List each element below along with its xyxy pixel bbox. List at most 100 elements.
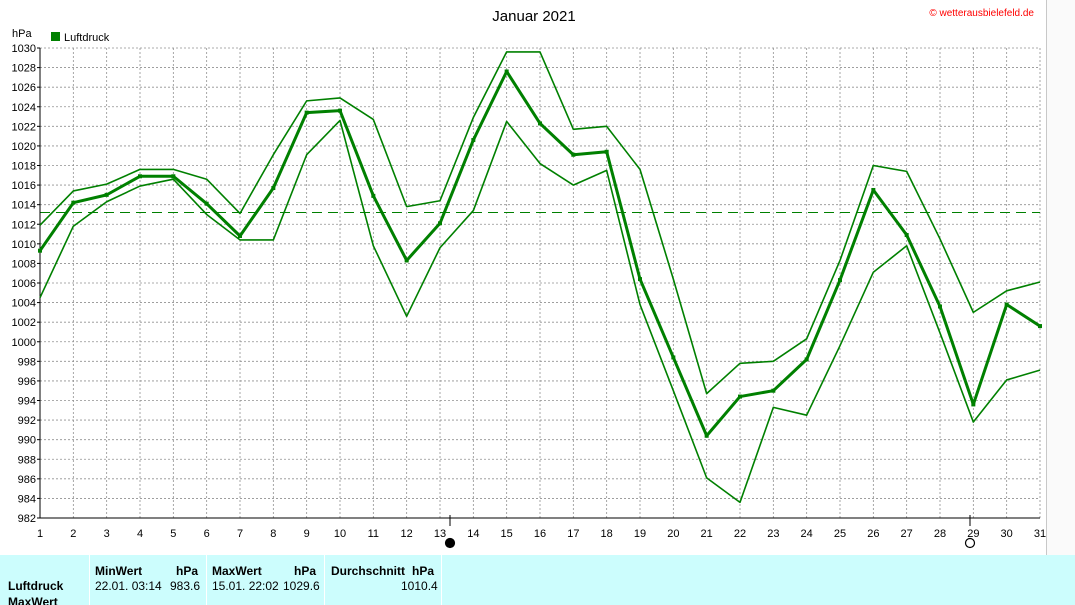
y-axis-unit: hPa xyxy=(12,28,32,40)
series-line-max xyxy=(39,51,1041,395)
y-tick-label: 986 xyxy=(18,474,36,486)
x-tick-label: 29 xyxy=(967,528,979,540)
y-tick-label: 1014 xyxy=(12,200,36,212)
x-tick-label: 8 xyxy=(270,528,276,540)
y-tick-label: 1022 xyxy=(12,121,36,133)
y-tick-label: 992 xyxy=(18,415,36,427)
x-tick-label: 27 xyxy=(901,528,913,540)
data-point xyxy=(438,221,442,226)
x-tick-label: 10 xyxy=(334,528,346,540)
data-point xyxy=(304,110,309,115)
x-tick-label: 4 xyxy=(137,528,143,540)
x-tick-label: 19 xyxy=(634,528,646,540)
data-point xyxy=(171,174,176,179)
series-group xyxy=(38,51,1042,504)
right-side-strip xyxy=(1046,0,1075,605)
copyright-text[interactable]: © wetterausbielefeld.de xyxy=(929,8,1034,19)
x-tick-label: 16 xyxy=(534,528,546,540)
y-tick-label: 1020 xyxy=(12,141,36,153)
x-tick-label: 12 xyxy=(401,528,413,540)
x-tick-label: 7 xyxy=(237,528,243,540)
min-unit: hPa xyxy=(176,564,199,578)
y-tick-label: 996 xyxy=(18,376,36,388)
y-tick-label: 990 xyxy=(18,435,36,447)
data-point xyxy=(804,357,809,362)
x-tick-label: 22 xyxy=(734,528,746,540)
x-tick-label: 15 xyxy=(501,528,513,540)
y-tick-label: 1010 xyxy=(12,239,36,251)
data-point xyxy=(404,258,409,263)
y-tick-label: 1024 xyxy=(12,102,36,114)
data-point xyxy=(904,233,909,238)
full-moon-icon xyxy=(964,537,976,549)
y-tick-label: 984 xyxy=(18,493,36,505)
x-tick-label: 3 xyxy=(104,528,110,540)
max-date: 15.01. 22:02 xyxy=(212,579,279,593)
max-header: MaxWert xyxy=(212,564,262,578)
x-tick-label: 31 xyxy=(1034,528,1046,540)
moon-markers xyxy=(444,515,976,549)
max-unit: hPa xyxy=(294,564,317,578)
stats-row-label: Luftdruck xyxy=(8,579,64,593)
y-tick-label: 994 xyxy=(18,396,36,408)
y-tick-label: 998 xyxy=(18,356,36,368)
min-header: MinWert xyxy=(95,564,143,578)
data-point xyxy=(938,304,942,309)
x-tick-label: 20 xyxy=(667,528,679,540)
y-tick-label: 1004 xyxy=(12,298,36,310)
data-point xyxy=(371,193,376,198)
pressure-chart: Januar 2021 © wetterausbielefeld.de hPa … xyxy=(12,8,1047,549)
chart-title: Januar 2021 xyxy=(492,8,575,25)
grid xyxy=(39,47,1041,519)
stats-row-label: MaxWert xyxy=(8,595,58,605)
data-point xyxy=(504,69,509,74)
y-tick-label: 988 xyxy=(18,454,36,466)
data-point xyxy=(638,277,642,282)
y-tick-label: 1016 xyxy=(12,180,36,192)
data-point xyxy=(71,200,76,205)
x-tick-label: 30 xyxy=(1001,528,1013,540)
y-tick-label: 1018 xyxy=(12,161,36,173)
data-point xyxy=(671,355,676,360)
tick-labels: 9 8 2 984 986 988 990 992 994 996 998 1000 1002 1004 1… xyxy=(12,43,1047,540)
data-point xyxy=(104,192,109,197)
column-divider xyxy=(206,555,207,605)
x-tick-label: 11 xyxy=(368,528,379,540)
avg-header: Durchschnitt xyxy=(331,564,406,578)
data-point xyxy=(738,394,742,399)
y-tick-label: 1008 xyxy=(12,258,36,270)
x-tick-label: 26 xyxy=(867,528,879,540)
data-point xyxy=(204,201,209,206)
avg-unit: hPa xyxy=(412,564,435,578)
x-tick-label: 5 xyxy=(170,528,176,540)
x-tick-label: 23 xyxy=(767,528,779,540)
min-value: 983.6 xyxy=(170,579,201,593)
legend-swatch xyxy=(51,32,60,41)
max-value: 1029.6 xyxy=(283,579,320,593)
column-divider xyxy=(441,555,442,605)
y-tick-label: 1030 xyxy=(12,43,36,55)
data-point xyxy=(338,108,342,113)
x-tick-label: 2 xyxy=(70,528,76,540)
legend-label: Luftdruck xyxy=(64,32,110,44)
avg-value: 1010.4 xyxy=(401,579,438,593)
y-tick-label: 1006 xyxy=(12,278,36,290)
x-tick-label: 9 xyxy=(304,528,310,540)
y-tick-label: 1002 xyxy=(12,317,36,329)
x-tick-label: 21 xyxy=(701,528,713,540)
min-date: 22.01. 03:14 xyxy=(95,579,162,593)
y-tick-label: 1000 xyxy=(12,337,36,349)
x-tick-label: 1 xyxy=(37,528,43,540)
column-divider xyxy=(324,555,325,605)
stats-table: Luftdruck MaxWert MinWert hPa 22.01. 03:… xyxy=(0,555,1075,605)
data-point xyxy=(471,138,476,143)
data-point xyxy=(971,402,976,407)
y-tick-label: 1026 xyxy=(12,82,36,94)
data-point xyxy=(138,174,142,179)
data-point xyxy=(771,388,776,393)
data-point xyxy=(604,149,609,154)
series-line-min xyxy=(39,119,1041,504)
data-point xyxy=(538,121,542,126)
data-point xyxy=(1004,302,1009,307)
y-tick-label: 1028 xyxy=(12,63,36,75)
